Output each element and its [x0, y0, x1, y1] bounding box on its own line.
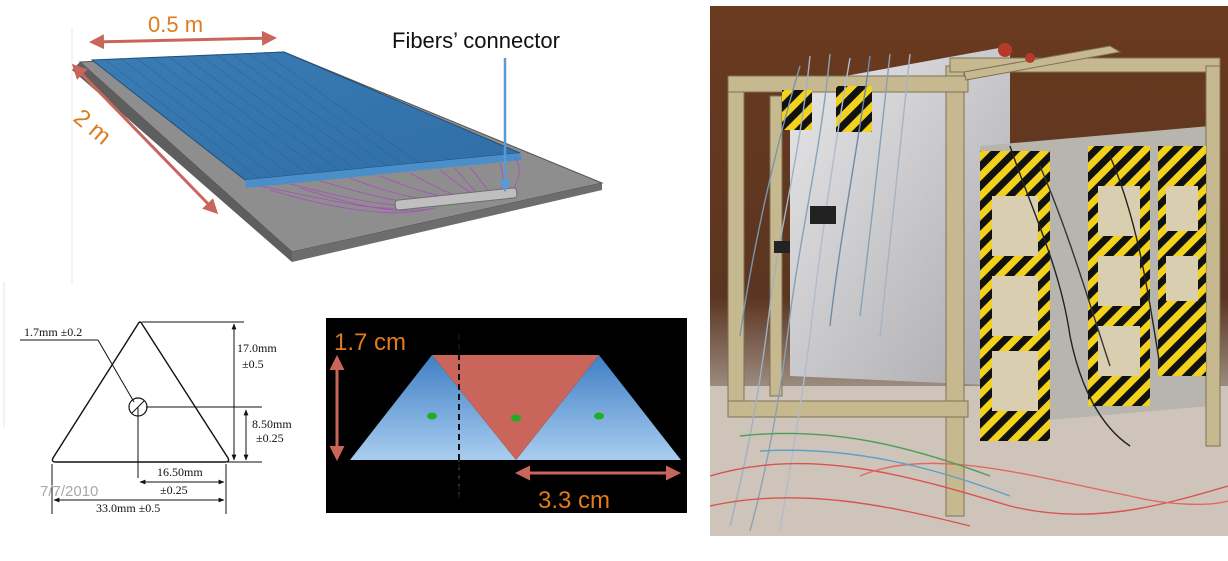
triangle-spec-svg: 1.7mm ±0.2 17.0mm ±0.5 8.50mm ±0.25 16.5…	[3, 282, 292, 515]
slab-end-strip	[245, 153, 522, 188]
slab-drawing: 0.5 m 2 m Fibers’ connector	[68, 12, 604, 285]
half-height-tolerance: ±0.25	[256, 431, 284, 445]
height-value: 17.0mm	[237, 341, 277, 355]
half-base-value: 16.50mm	[157, 465, 203, 479]
length-arrow	[71, 63, 219, 215]
cable-connectors	[774, 43, 1035, 253]
triangle-bar-layout: 1.7 cm 3.3 cm	[326, 318, 687, 514]
fiber-connector	[394, 187, 518, 211]
triangle-bar-left	[350, 355, 516, 460]
detector-photo	[709, 6, 1228, 536]
fiber-dot-right	[594, 412, 604, 420]
triangle-bar-right	[516, 355, 681, 460]
half-base-tolerance: ±0.25	[160, 483, 188, 497]
hole-diameter-label: 1.7mm ±0.2	[24, 325, 82, 339]
tray-side-face	[292, 183, 602, 262]
half-height-value: 8.50mm	[252, 417, 292, 431]
height-label: 1.7 cm	[334, 329, 406, 356]
fiber-dot-center	[511, 414, 521, 422]
detector-photo-illustration	[709, 6, 1228, 536]
slab-diagram: 0.5 m 2 m Fibers’ connector	[0, 0, 640, 290]
metal-frame	[727, 45, 1221, 517]
date-label: 7/7/2010	[40, 483, 98, 500]
cables	[709, 53, 1228, 532]
connector-label: Fibers’ connector	[392, 28, 560, 53]
width-arrow	[89, 30, 277, 50]
triangle-layout-svg: 1.7 cm 3.3 cm	[329, 329, 681, 514]
triangle-outline	[51, 321, 230, 463]
electronics-modules	[782, 86, 1206, 441]
triangle-bar-inverted	[432, 355, 599, 460]
fiber-dot-left	[427, 412, 437, 420]
triangle-dimension-drawing: 1.7mm ±0.2 17.0mm ±0.5 8.50mm ±0.25 16.5…	[0, 282, 320, 532]
pitch-label: 3.3 cm	[538, 487, 610, 513]
base-label: 33.0mm ±0.5	[96, 501, 160, 515]
width-label: 0.5 m	[148, 12, 203, 37]
length-label: 2 m	[68, 104, 116, 150]
height-tolerance: ±0.5	[242, 357, 264, 371]
